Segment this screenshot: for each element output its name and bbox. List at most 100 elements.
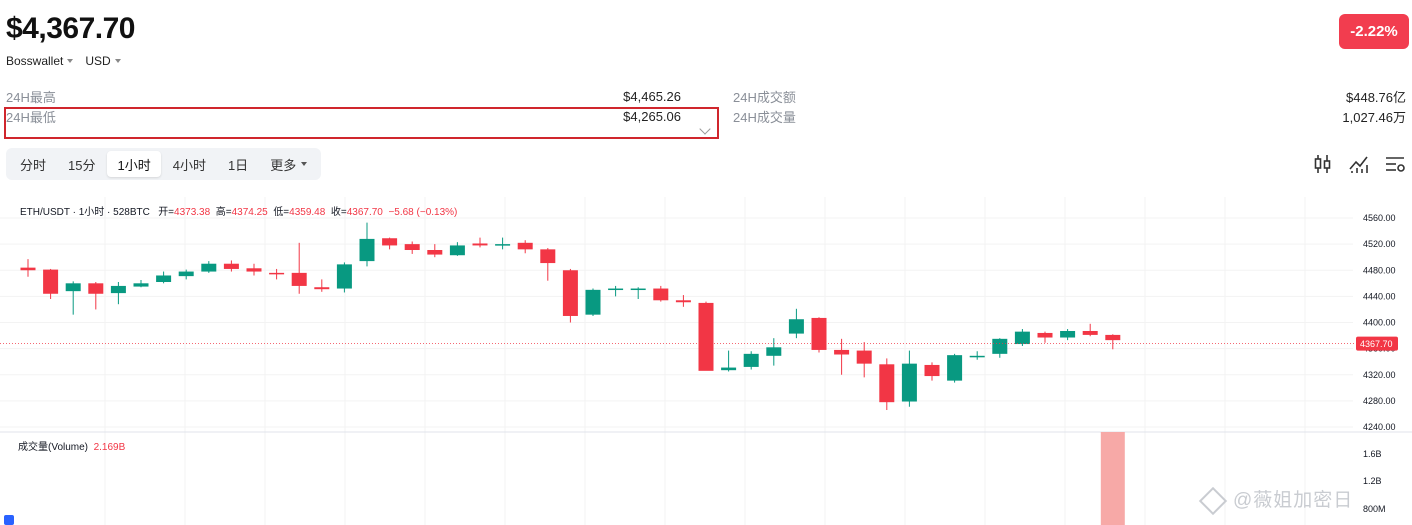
indicator-icon[interactable] [1348,153,1370,175]
chart-legend: ETH/USDT · 1小时 · 528BTC 开=4373.38 高=4374… [20,203,457,218]
candle-body [404,244,420,251]
stat-row-turnover: 24H成交额 $448.76亿 [733,86,1406,106]
candle-body [269,272,285,275]
tab-interval-1d[interactable]: 1日 [227,157,249,173]
tab-interval-more[interactable]: 更多 [260,151,317,177]
candle-body [834,349,850,355]
tab-interval-timeline[interactable]: 分时 [20,157,47,173]
candle-body [1082,330,1098,335]
volume-tick-label: 1.2B [1363,476,1382,486]
stats-left: 24H最高 $4,465.26 24H最低 $4,265.06 [6,86,681,126]
high-value: 4374.25 [231,207,268,218]
candle-body [291,272,307,286]
candle-body [43,269,59,294]
y-tick-label: 4520.00 [1363,239,1396,249]
tab-interval-1h[interactable]: 1小时 [107,151,161,177]
exchange-select-label: Bosswallet [6,54,64,68]
candle-body [1105,334,1121,341]
volume-tick-label: 800M [1363,504,1386,514]
candle-body [562,270,578,316]
candle-body [495,244,511,246]
candle-body [449,245,465,256]
candle-body [585,289,601,315]
candle-body [675,300,691,303]
candle-body [788,319,804,334]
interval-tabs: 分时 15分 1小时 4小时 1日 更多 [6,148,322,180]
candle-body [20,267,36,271]
highlight-annotation-box [4,107,719,139]
close-key: 收= [330,207,347,218]
candle-body [472,243,488,246]
caret-down-icon [114,59,121,63]
candle-body [540,249,556,264]
volume-value: 2.169B [93,442,126,453]
candle-body [359,238,375,262]
candle-body [314,287,330,290]
candle-body [65,283,81,292]
stats-right: 24H成交额 $448.76亿 24H成交量 1,027.46万 [733,86,1406,126]
price-chart[interactable]: 4560.004520.004480.004440.004400.004360.… [0,194,1412,525]
high-key: 高= [215,207,232,218]
watermark-text: @薇姐加密日 [1233,490,1354,511]
open-value: 4373.38 [174,207,211,218]
volume-tick-label: 1.6B [1363,449,1382,459]
stat-value: $4,465.26 [623,88,681,104]
close-value: 4367.70 [346,207,383,218]
volume-label: 成交量(Volume) [18,442,89,453]
candle-body [517,242,533,250]
y-tick-label: 4400.00 [1363,318,1396,328]
volume-bar [1100,432,1125,525]
stat-value: $4,265.06 [623,108,681,124]
candle-body [947,355,963,381]
settings-list-icon[interactable] [1384,153,1406,175]
candle-body [924,364,940,377]
candle-body [653,288,669,301]
tradingview-logo-icon [4,515,14,525]
currency-select[interactable]: USD [85,54,121,68]
low-value: 4359.48 [289,207,326,218]
change-value: −5.68 (−0.13%) [388,207,458,218]
candle-body [901,363,917,402]
y-tick-label: 4280.00 [1363,396,1396,406]
candle-body [856,350,872,364]
candle-body [743,353,759,367]
candle-body [382,238,398,246]
current-price: $4,367.70 [6,12,135,45]
tab-interval-4h[interactable]: 4小时 [172,157,206,173]
y-tick-label: 4440.00 [1363,291,1396,301]
stat-value: $448.76亿 [1346,89,1406,105]
stat-label: 24H最高 [6,89,56,105]
candle-body [336,264,352,289]
caret-down-icon [67,59,74,63]
candle-body [811,317,827,350]
last-price-label: 4367.70 [1360,339,1393,349]
chart-toolbar [1312,153,1406,175]
candle-body [969,355,985,358]
candle-body [246,268,262,272]
last-price-tag [1356,336,1398,351]
candle-body [630,288,646,291]
candle-body [156,275,172,283]
candlestick-icon[interactable] [1312,153,1334,175]
price-change-badge: -2.22% [1339,14,1409,49]
candle-body [110,285,126,294]
candle-body [133,283,149,287]
candle-body [698,302,714,371]
stat-row-volume: 24H成交量 1,027.46万 [733,106,1406,126]
stat-value: 1,027.46万 [1342,109,1406,125]
stat-row-high: 24H最高 $4,465.26 [6,86,681,106]
candle-body [1014,331,1030,345]
candle-body [1060,330,1076,338]
tab-interval-15m[interactable]: 15分 [68,157,96,173]
candle-body [721,367,737,371]
candle-body [1037,332,1053,338]
exchange-select[interactable]: Bosswallet [6,54,74,68]
volume-legend: 成交量(Volume) 2.169B [18,438,125,453]
y-tick-label: 4480.00 [1363,265,1396,275]
currency-select-label: USD [85,54,111,68]
candle-body [608,288,624,291]
y-tick-label: 4240.00 [1363,422,1396,432]
more-label: 更多 [270,157,297,173]
stat-row-low: 24H最低 $4,265.06 [6,106,681,126]
open-key: 开= [158,207,175,218]
